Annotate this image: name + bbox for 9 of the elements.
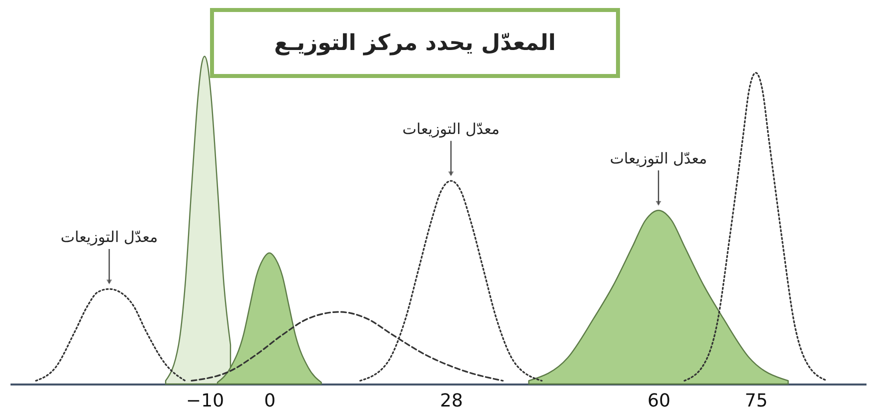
x-tick-label: 0: [264, 390, 276, 412]
x-tick-label: −10: [186, 390, 224, 412]
x-tick-label: 60: [648, 390, 670, 412]
x-tick-label: 75: [744, 390, 768, 412]
annotation: معدّل التوزيعات: [610, 149, 708, 168]
x-tick-label: 28: [440, 390, 463, 412]
annotation: معدّل التوزيعات: [60, 228, 158, 246]
chart-title: المعدّل يحدد مركز التوزيـع: [210, 8, 620, 78]
annotation: معدّل التوزيعات: [402, 120, 500, 138]
